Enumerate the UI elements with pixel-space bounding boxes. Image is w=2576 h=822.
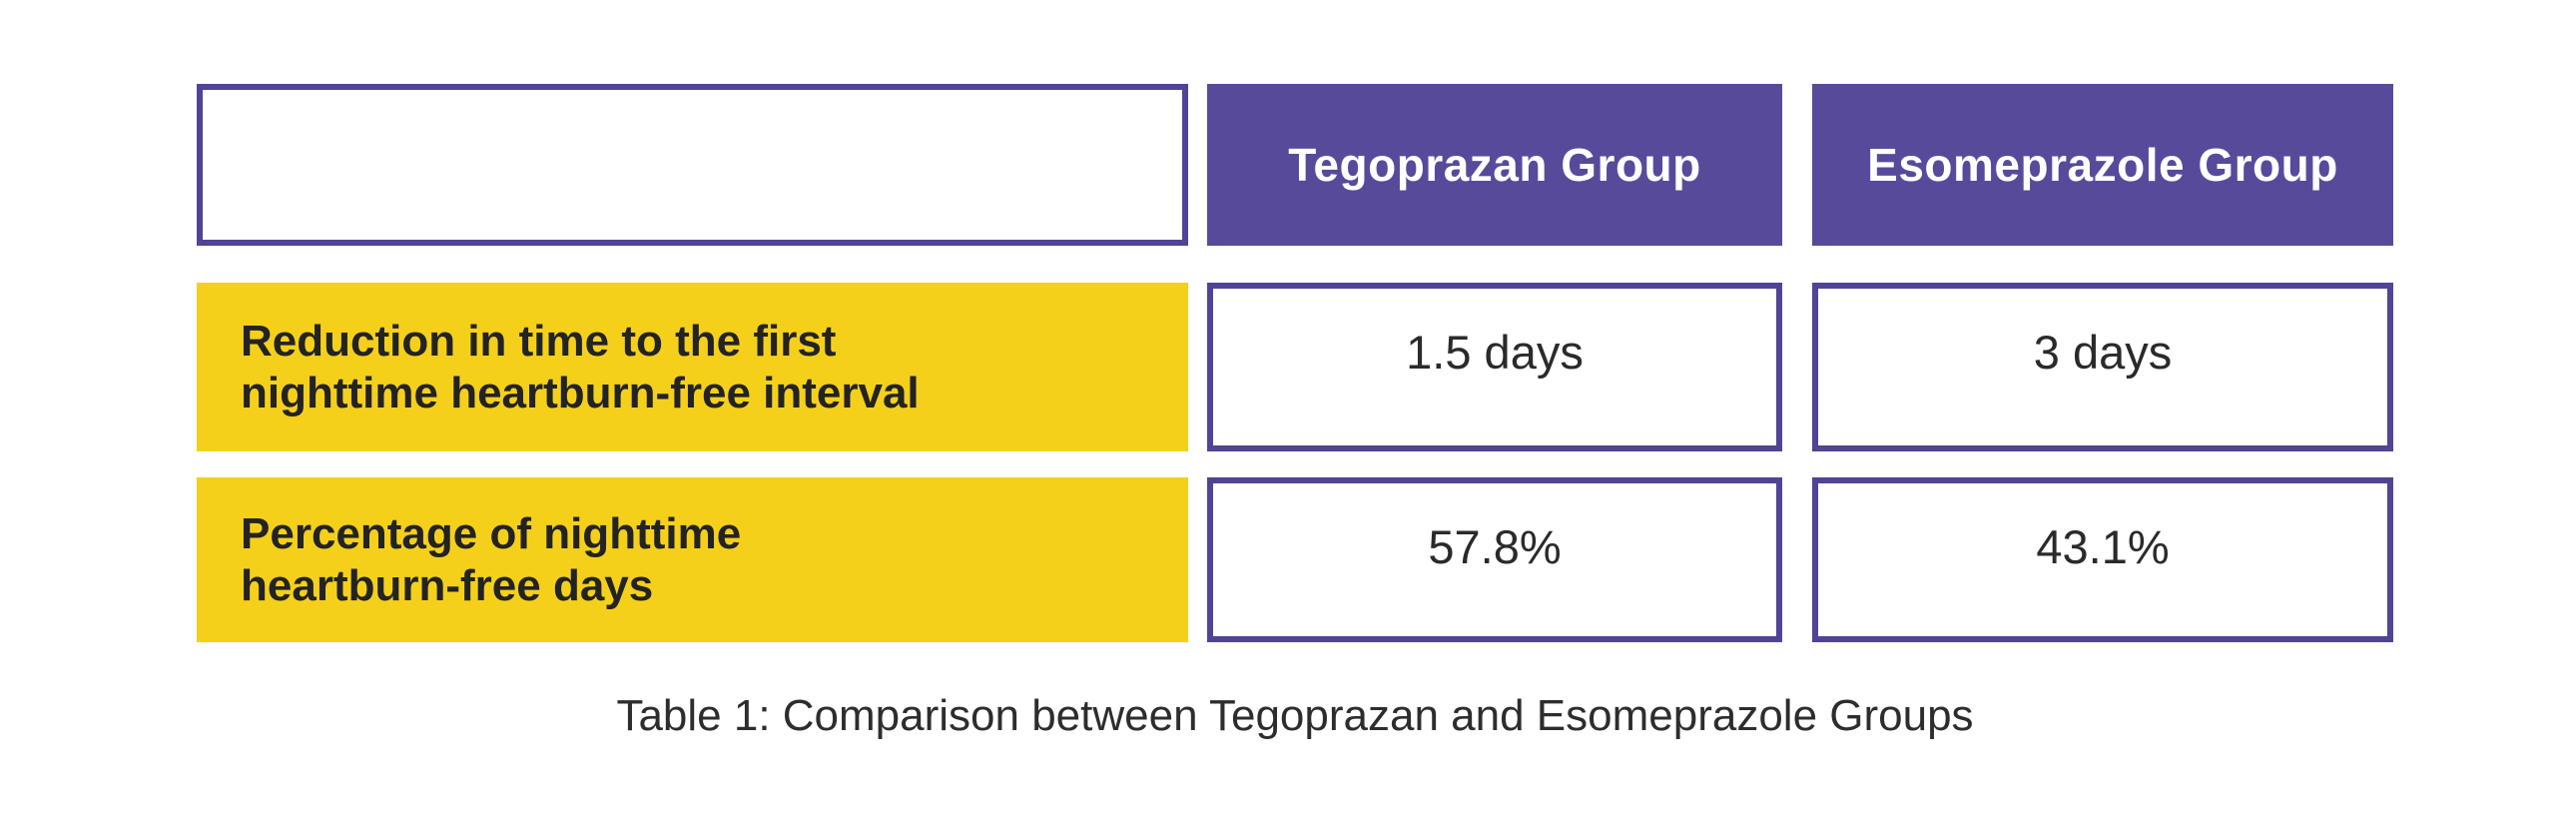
column-header-tegoprazan-label: Tegoprazan Group bbox=[1288, 139, 1701, 191]
column-header-esomeprazole: Esomeprazole Group bbox=[1812, 84, 2393, 246]
value-esomeprazole-reduction-time-text: 3 days bbox=[2033, 326, 2173, 379]
column-header-esomeprazole-label: Esomeprazole Group bbox=[1867, 139, 2338, 191]
row-label-reduction-time: Reduction in time to the first nighttime… bbox=[197, 283, 1188, 451]
column-header-tegoprazan: Tegoprazan Group bbox=[1207, 84, 1782, 246]
row-label-percentage-days: Percentage of nighttime heartburn-free d… bbox=[197, 477, 1188, 642]
table-corner-empty-cell bbox=[197, 84, 1188, 246]
row-label-percentage-days-line2: heartburn-free days bbox=[241, 560, 654, 610]
value-tegoprazan-percentage-days-text: 57.8% bbox=[1428, 520, 1562, 573]
value-tegoprazan-reduction-time-text: 1.5 days bbox=[1406, 326, 1584, 379]
row-label-reduction-time-line1: Reduction in time to the first bbox=[241, 316, 837, 366]
value-esomeprazole-reduction-time: 3 days bbox=[1812, 283, 2393, 451]
value-esomeprazole-percentage-days-text: 43.1% bbox=[2036, 520, 2170, 573]
table-caption: Table 1: Comparison between Tegoprazan a… bbox=[616, 691, 1974, 740]
row-label-reduction-time-line2: nighttime heartburn-free interval bbox=[241, 368, 920, 417]
row-label-percentage-days-line1: Percentage of nighttime bbox=[241, 508, 742, 558]
value-tegoprazan-reduction-time: 1.5 days bbox=[1207, 283, 1782, 451]
value-tegoprazan-percentage-days: 57.8% bbox=[1207, 477, 1782, 642]
value-esomeprazole-percentage-days: 43.1% bbox=[1812, 477, 2393, 642]
